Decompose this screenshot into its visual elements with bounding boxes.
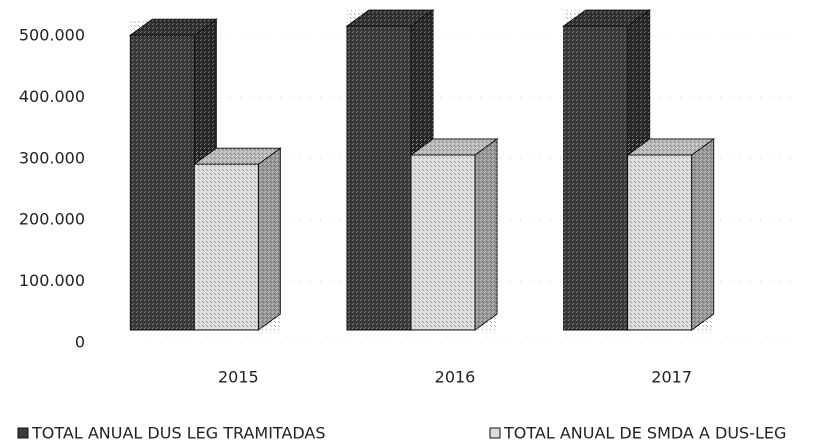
x-tick-label: 2015 <box>218 368 259 387</box>
bar <box>626 138 716 331</box>
x-tick-label: 2016 <box>435 368 476 387</box>
legend-label: TOTAL ANUAL DE SMDA A DUS-LEG <box>503 424 786 443</box>
y-tick-label: 400.000 <box>19 87 85 106</box>
y-tick-label: 300.000 <box>19 148 85 167</box>
bar <box>409 138 499 331</box>
y-tick-label: 0 <box>75 333 85 352</box>
bar-texture <box>411 139 497 330</box>
bar-texture <box>627 139 714 330</box>
bar <box>192 147 282 331</box>
x-tick-label: 2017 <box>651 368 692 387</box>
y-tick-label: 100.000 <box>19 271 85 290</box>
bar-texture <box>194 148 281 330</box>
y-tick-label: 200.000 <box>19 210 85 229</box>
legend-swatch <box>489 427 501 439</box>
y-tick-label: 500.000 <box>19 26 85 45</box>
legend-label: TOTAL ANUAL DUS LEG TRAMITADAS <box>31 424 326 443</box>
legend-swatch <box>17 427 29 439</box>
